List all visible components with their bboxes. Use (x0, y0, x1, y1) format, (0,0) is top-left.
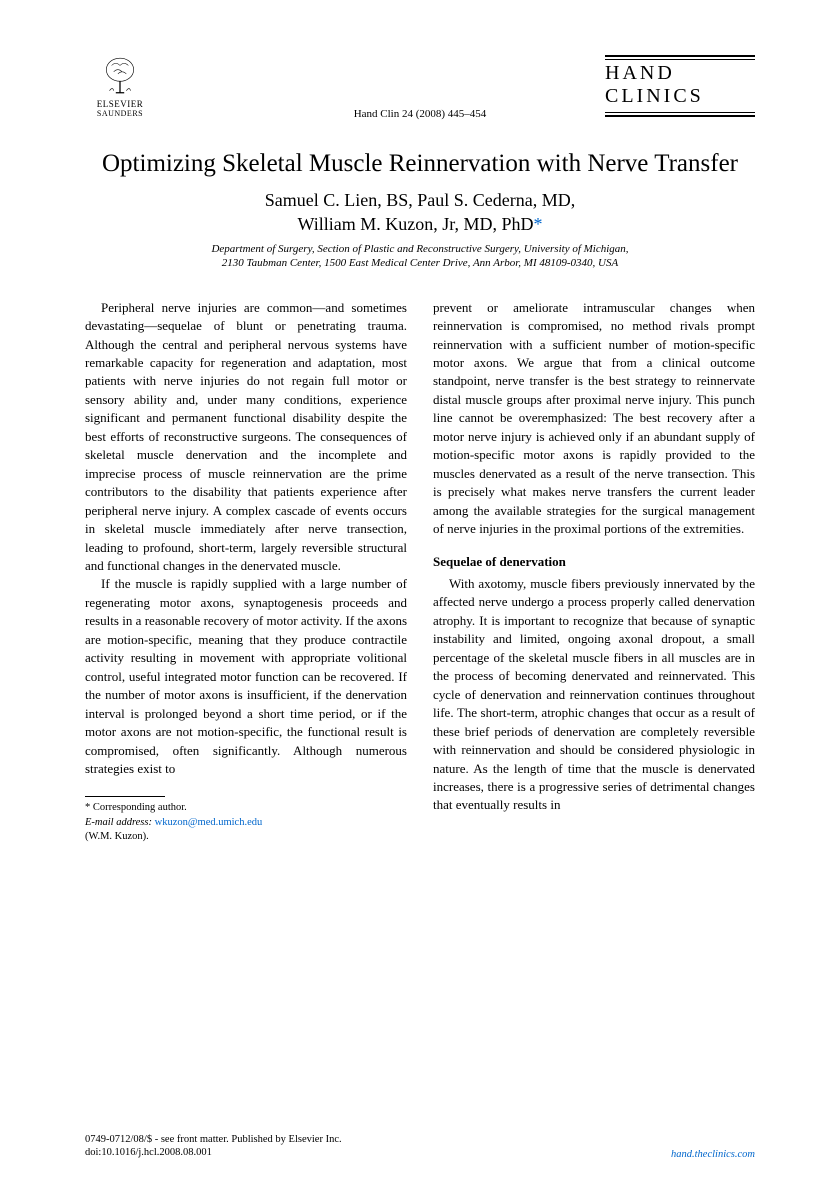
footer-left: 0749-0712/08/$ - see front matter. Publi… (85, 1133, 342, 1160)
publisher-name-bottom: SAUNDERS (85, 109, 155, 118)
column-left: Peripheral nerve injuries are common—and… (85, 299, 407, 844)
footnote-author-name: (W.M. Kuzon). (85, 830, 407, 844)
footer-doi: doi:10.1016/j.hcl.2008.08.001 (85, 1146, 342, 1160)
section-heading: Sequelae of denervation (433, 553, 755, 571)
body-paragraph: With axotomy, muscle fibers previously i… (433, 575, 755, 815)
footer-copyright: 0749-0712/08/$ - see front matter. Publi… (85, 1133, 342, 1147)
elsevier-tree-icon (99, 55, 141, 97)
affiliation: Department of Surgery, Section of Plasti… (85, 242, 755, 271)
footnote-block: * Corresponding author. E-mail address: … (85, 801, 407, 844)
footnote-corresponding: * Corresponding author. (85, 801, 407, 815)
footer-url[interactable]: hand.theclinics.com (671, 1149, 755, 1160)
authors-line1: Samuel C. Lien, BS, Paul S. Cederna, MD, (265, 190, 575, 210)
body-paragraph: prevent or ameliorate intramuscular chan… (433, 299, 755, 539)
body-paragraph: If the muscle is rapidly supplied with a… (85, 575, 407, 778)
publisher-logo: ELSEVIER SAUNDERS (85, 55, 155, 118)
journal-name-line2: CLINICS (605, 85, 755, 108)
journal-name-line1: HAND (605, 62, 755, 85)
authors: Samuel C. Lien, BS, Paul S. Cederna, MD,… (85, 189, 755, 236)
affiliation-line2: 2130 Taubman Center, 1500 East Medical C… (222, 257, 618, 269)
corresponding-asterisk: * (534, 214, 543, 234)
journal-title-box: HAND CLINICS (605, 55, 755, 117)
article-title: Optimizing Skeletal Muscle Reinnervation… (85, 148, 755, 179)
page-footer: 0749-0712/08/$ - see front matter. Publi… (85, 1133, 755, 1160)
column-right: prevent or ameliorate intramuscular chan… (433, 299, 755, 844)
footnote-email[interactable]: wkuzon@med.umich.edu (155, 817, 263, 828)
footnote-separator (85, 796, 165, 797)
affiliation-line1: Department of Surgery, Section of Plasti… (211, 243, 628, 255)
body-columns: Peripheral nerve injuries are common—and… (85, 299, 755, 844)
authors-line2: William M. Kuzon, Jr, MD, PhD (297, 214, 533, 234)
footnote-email-label: E-mail address: (85, 817, 152, 828)
body-paragraph: Peripheral nerve injuries are common—and… (85, 299, 407, 576)
publisher-name-top: ELSEVIER (85, 99, 155, 109)
